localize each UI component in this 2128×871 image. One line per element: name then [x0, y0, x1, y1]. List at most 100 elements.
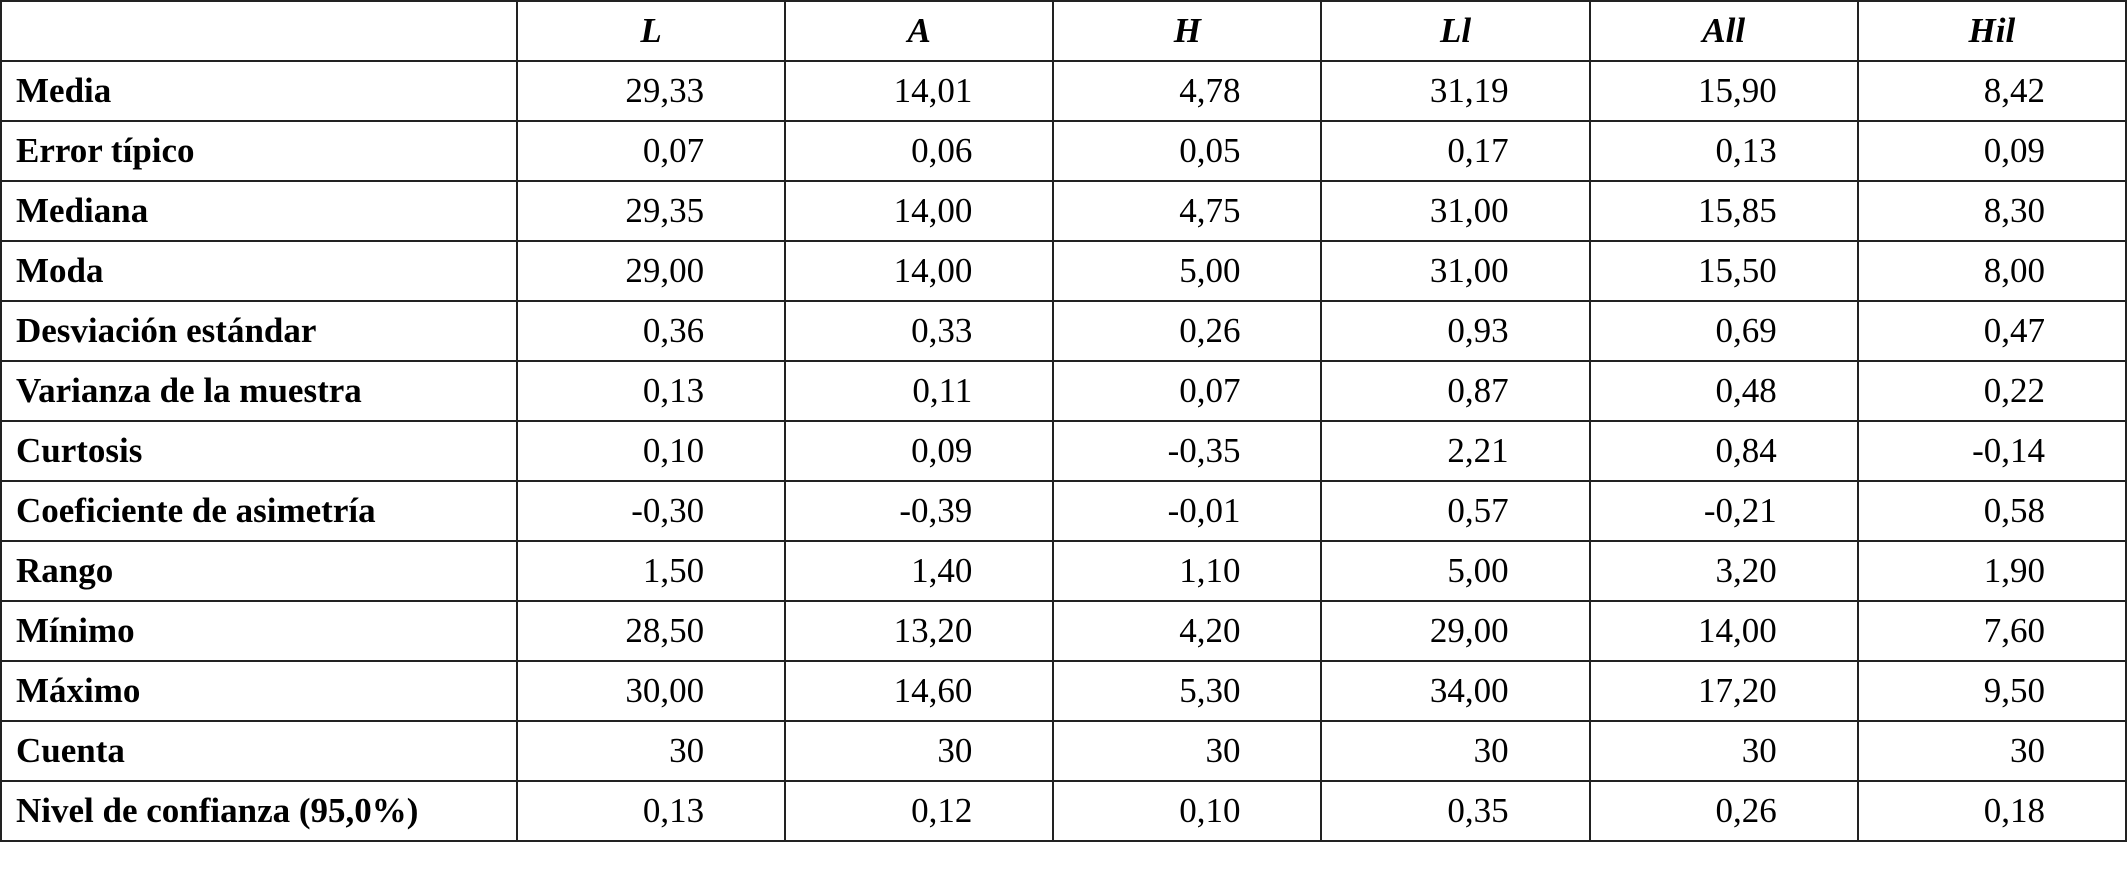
- table-row: Nivel de confianza (95,0%) 0,13 0,12 0,10 0,…: [0, 780, 2128, 842]
- value-cell: 7,60: [1856, 600, 2128, 662]
- value-cell: 8,30: [1856, 180, 2128, 242]
- value-cell: 0,18: [1856, 780, 2128, 842]
- value-cell: 0,93: [1320, 300, 1591, 362]
- corner-cell: [0, 0, 518, 62]
- value-cell: 0,13: [1588, 120, 1859, 182]
- value-cell: 0,06: [784, 120, 1055, 182]
- value-cell: 0,22: [1856, 360, 2128, 422]
- value-cell: 0,48: [1588, 360, 1859, 422]
- value-cell: -0,21: [1588, 480, 1859, 542]
- value-cell: 30: [1588, 720, 1859, 782]
- value-cell: 14,00: [784, 180, 1055, 242]
- value-cell: 1,10: [1052, 540, 1323, 602]
- value-cell: 0,13: [515, 360, 787, 422]
- value-cell: 0,11: [784, 360, 1055, 422]
- table-row: Coeficiente de asimetría -0,30 -0,39 -0,01 0…: [0, 480, 2128, 542]
- value-cell: 14,00: [784, 240, 1055, 302]
- table-row: Varianza de la muestra 0,13 0,11 0,07 0,87 0,…: [0, 360, 2128, 422]
- value-cell: 0,12: [784, 780, 1055, 842]
- value-cell: 29,33: [515, 60, 787, 122]
- row-label: Mediana: [0, 180, 518, 242]
- column-header: Hil: [1856, 0, 2128, 62]
- value-cell: 1,40: [784, 540, 1055, 602]
- value-cell: 0,09: [784, 420, 1055, 482]
- value-cell: 5,30: [1052, 660, 1323, 722]
- row-label: Media: [0, 60, 518, 122]
- value-cell: -0,14: [1856, 420, 2128, 482]
- table-body: Media 29,33 14,01 4,78 31,19 15,90 8,42 Error t…: [0, 60, 2128, 842]
- value-cell: -0,39: [784, 480, 1055, 542]
- value-cell: 0,07: [515, 120, 787, 182]
- value-cell: -0,35: [1052, 420, 1323, 482]
- value-cell: 1,50: [515, 540, 787, 602]
- value-cell: 30: [515, 720, 787, 782]
- value-cell: 30,00: [515, 660, 787, 722]
- value-cell: 0,47: [1856, 300, 2128, 362]
- value-cell: 14,00: [1588, 600, 1859, 662]
- value-cell: 0,10: [515, 420, 787, 482]
- table-row: Moda 29,00 14,00 5,00 31,00 15,50 8,00: [0, 240, 2128, 302]
- value-cell: 29,00: [515, 240, 787, 302]
- value-cell: 0,26: [1588, 780, 1859, 842]
- row-label: Cuenta: [0, 720, 518, 782]
- row-label: Curtosis: [0, 420, 518, 482]
- value-cell: 0,17: [1320, 120, 1591, 182]
- column-header: All: [1588, 0, 1859, 62]
- row-label: Coeficiente de asimetría: [0, 480, 518, 542]
- value-cell: 2,21: [1320, 420, 1591, 482]
- table-row: Desviación estándar 0,36 0,33 0,26 0,93 0,69 0…: [0, 300, 2128, 362]
- value-cell: 15,90: [1588, 60, 1859, 122]
- table-row: Media 29,33 14,01 4,78 31,19 15,90 8,42: [0, 60, 2128, 122]
- value-cell: 0,13: [515, 780, 787, 842]
- value-cell: 31,00: [1320, 240, 1591, 302]
- value-cell: 4,20: [1052, 600, 1323, 662]
- value-cell: 0,57: [1320, 480, 1591, 542]
- value-cell: 0,05: [1052, 120, 1323, 182]
- value-cell: 4,75: [1052, 180, 1323, 242]
- value-cell: -0,30: [515, 480, 787, 542]
- column-header: Ll: [1320, 0, 1591, 62]
- value-cell: 14,60: [784, 660, 1055, 722]
- table-row: Rango 1,50 1,40 1,10 5,00 3,20 1,90: [0, 540, 2128, 602]
- value-cell: 30: [1052, 720, 1323, 782]
- header-row: L A H Ll All Hil: [0, 0, 2128, 62]
- value-cell: 13,20: [784, 600, 1055, 662]
- row-label: Rango: [0, 540, 518, 602]
- value-cell: 0,87: [1320, 360, 1591, 422]
- value-cell: 30: [1320, 720, 1591, 782]
- row-label: Desviación estándar: [0, 300, 518, 362]
- row-label: Máximo: [0, 660, 518, 722]
- column-header: L: [515, 0, 787, 62]
- value-cell: 30: [1856, 720, 2128, 782]
- value-cell: 0,58: [1856, 480, 2128, 542]
- table-row: Mínimo 28,50 13,20 4,20 29,00 14,00 7,60: [0, 600, 2128, 662]
- value-cell: 0,26: [1052, 300, 1323, 362]
- row-label: Moda: [0, 240, 518, 302]
- value-cell: 0,10: [1052, 780, 1323, 842]
- value-cell: 0,07: [1052, 360, 1323, 422]
- value-cell: 15,50: [1588, 240, 1859, 302]
- value-cell: 29,00: [1320, 600, 1591, 662]
- column-header: H: [1052, 0, 1323, 62]
- table-row: Error típico 0,07 0,06 0,05 0,17 0,13 0,09: [0, 120, 2128, 182]
- value-cell: 0,33: [784, 300, 1055, 362]
- value-cell: 0,84: [1588, 420, 1859, 482]
- value-cell: 8,42: [1856, 60, 2128, 122]
- value-cell: 3,20: [1588, 540, 1859, 602]
- value-cell: 5,00: [1052, 240, 1323, 302]
- table-row: Mediana 29,35 14,00 4,75 31,00 15,85 8,30: [0, 180, 2128, 242]
- value-cell: 28,50: [515, 600, 787, 662]
- row-label: Nivel de confianza (95,0%): [0, 780, 518, 842]
- value-cell: 17,20: [1588, 660, 1859, 722]
- value-cell: 31,19: [1320, 60, 1591, 122]
- table-row: Cuenta 30 30 30 30 30 30: [0, 720, 2128, 782]
- row-label: Mínimo: [0, 600, 518, 662]
- value-cell: 34,00: [1320, 660, 1591, 722]
- value-cell: 0,36: [515, 300, 787, 362]
- column-header: A: [784, 0, 1055, 62]
- value-cell: 9,50: [1856, 660, 2128, 722]
- row-label: Varianza de la muestra: [0, 360, 518, 422]
- value-cell: 29,35: [515, 180, 787, 242]
- value-cell: 14,01: [784, 60, 1055, 122]
